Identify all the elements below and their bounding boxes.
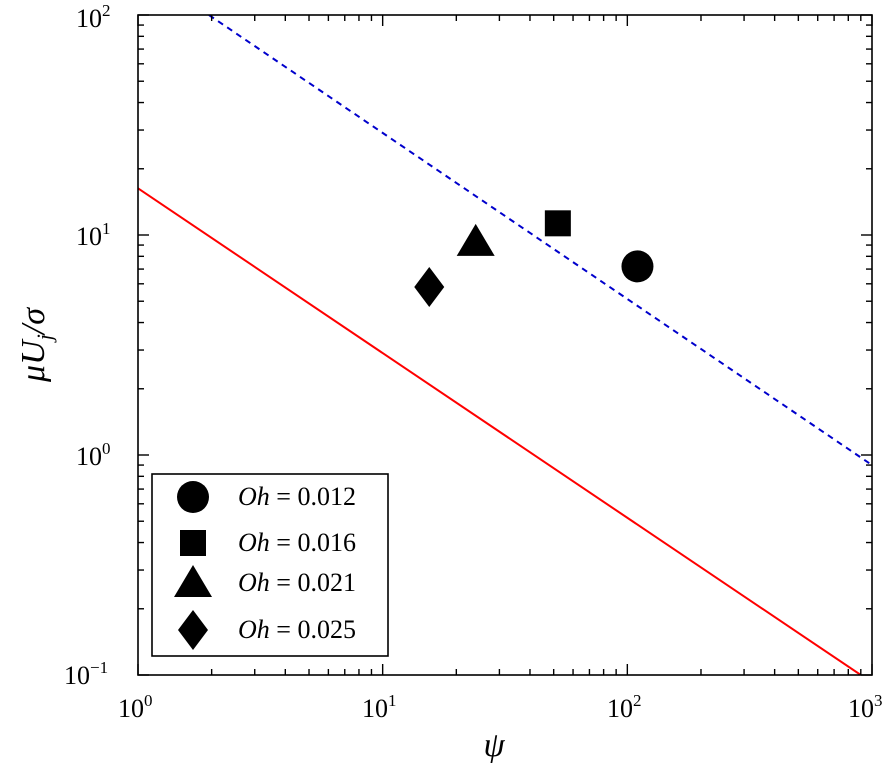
x-tick-label-2: 102 — [607, 691, 642, 723]
x-axis-title: ψ — [483, 727, 505, 764]
legend-marker-circle — [177, 481, 209, 513]
reference-lines — [138, 15, 872, 675]
data-points — [414, 210, 654, 308]
x-tick-label-3: 103 — [848, 691, 883, 723]
solid-reference-line — [138, 187, 862, 675]
y-tick-labels: 10−1 100 101 102 — [64, 1, 111, 690]
legend: Oh = 0.012 Oh = 0.016 Oh = 0.021 Oh = 0.… — [151, 473, 389, 657]
y-tick-label-1: 100 — [76, 439, 111, 471]
legend-markers — [174, 481, 212, 650]
data-point-diamond — [414, 267, 445, 308]
y-tick-label-0: 10−1 — [64, 658, 108, 690]
y-axis-title: μUj/σ — [15, 307, 57, 383]
x-tick-label-0: 100 — [118, 691, 153, 723]
legend-label-oh-0021: Oh = 0.021 — [238, 568, 356, 597]
x-tick-label-1: 101 — [362, 691, 397, 723]
data-point-triangle — [456, 223, 495, 256]
dashed-reference-line — [208, 15, 872, 466]
y-tick-label-2: 101 — [76, 219, 111, 251]
plot-frame — [137, 14, 873, 676]
y-tick-label-3: 102 — [76, 1, 111, 33]
axis-ticks — [137, 14, 873, 676]
data-point-square — [544, 210, 571, 237]
legend-marker-triangle — [174, 565, 212, 597]
legend-label-oh-0016: Oh = 0.016 — [238, 528, 356, 557]
data-point-circle — [621, 250, 654, 283]
legend-label-oh-0012: Oh = 0.012 — [238, 482, 356, 511]
legend-marker-diamond — [178, 610, 208, 650]
legend-marker-square — [180, 530, 206, 556]
x-tick-labels: 100 101 102 103 — [118, 691, 883, 723]
legend-label-oh-0025: Oh = 0.025 — [238, 615, 356, 644]
